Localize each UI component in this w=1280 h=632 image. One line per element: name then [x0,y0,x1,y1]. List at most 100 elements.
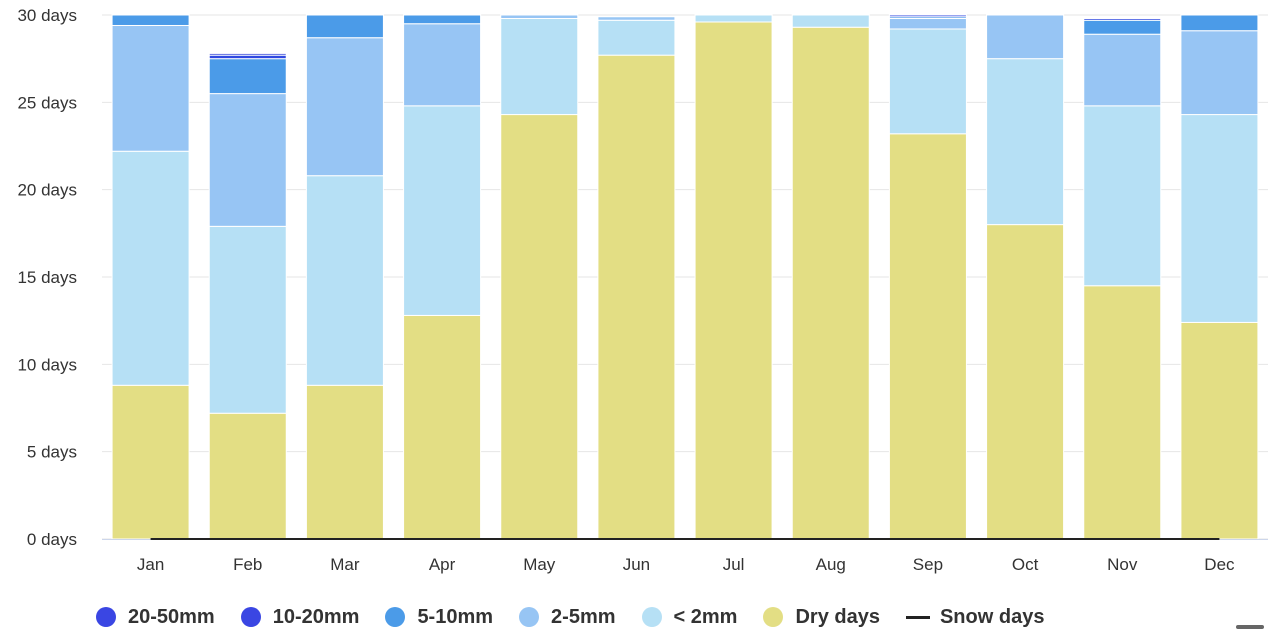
bar-dry-days[interactable] [1180,321,1259,540]
bar--2mm[interactable] [208,225,287,414]
bar-dry-days[interactable] [208,412,287,540]
legend-dot-symbol [240,607,261,627]
bar--2mm[interactable] [791,14,870,28]
y-tick-label: 25 days [17,93,77,112]
legend-item-10-20mm[interactable]: 10-20mm [240,605,360,629]
bar--2mm[interactable] [986,58,1065,226]
x-tick-label: Feb [233,555,262,574]
bar-dry-days[interactable] [403,314,482,540]
x-tick-label: Dec [1204,555,1235,574]
legend-label: Dry days [795,605,880,628]
bar-stack-feb[interactable] [208,52,287,540]
legend-label: Snow days [939,605,1045,628]
legend-item-2mm[interactable]: < 2mm [641,605,738,629]
bar-stack-oct[interactable] [986,14,1065,540]
bar-5-10mm[interactable] [305,14,384,39]
y-axis: 0 days 5 days 10 days 15 days 20 days 25 days… [17,6,77,549]
bar-dry-days[interactable] [888,133,967,540]
legend-label: < 2mm [673,605,738,628]
bar-dry-days[interactable] [111,384,190,540]
legend-dot-symbol [96,607,116,627]
legend-dot-symbol [385,607,406,627]
x-tick-label: Oct [1012,555,1039,574]
legend-dot-symbol [641,607,662,627]
legend-label: 5-10mm [417,605,494,628]
bar-2-5mm[interactable] [1180,30,1259,116]
bar-stack-may[interactable] [500,14,579,540]
bar-dry-days[interactable] [791,26,870,540]
bar--2mm[interactable] [111,150,190,386]
x-tick-label: Jan [137,555,164,574]
x-tick-label: Sep [913,555,943,574]
bar-dry-days[interactable] [500,114,579,540]
bar-5-10mm[interactable] [1180,14,1259,32]
y-tick-label: 30 days [17,6,77,25]
bar-stack-dec[interactable] [1180,14,1259,540]
y-tick-label: 5 days [27,443,77,462]
bar-20-50mm[interactable] [208,52,287,56]
bar-stack-mar[interactable] [305,14,384,540]
legend: 20-50mm 10-20mm 5-10mm 2-5mm < 2mm Dry days Sn… [96,603,1070,631]
bar--2mm[interactable] [694,14,773,23]
bar--2mm[interactable] [1083,105,1162,287]
bar-stack-jan[interactable] [111,14,190,540]
x-axis: Jan Feb Mar Apr May Jun Jul Aug Sep Oct Nov Dec [102,539,1268,574]
bar-2-5mm[interactable] [305,37,384,177]
legend-label: 10-20mm [272,605,360,628]
bar-stack-apr[interactable] [403,14,482,540]
x-tick-label: Mar [330,555,360,574]
legend-item-dry-days[interactable]: Dry days [763,606,880,629]
x-tick-label: Apr [429,555,456,574]
bar--2mm[interactable] [403,105,482,316]
bar-2-5mm[interactable] [888,17,967,30]
bar--2mm[interactable] [888,28,967,135]
x-tick-label: Nov [1107,555,1138,574]
bar-dry-days[interactable] [694,21,773,540]
legend-label: 2-5mm [551,605,616,628]
bar-5-10mm[interactable] [208,58,287,95]
legend-label: 20-50mm [128,605,215,628]
bar-5-10mm[interactable] [1083,19,1162,35]
legend-item-5-10mm[interactable]: 5-10mm [385,606,493,629]
bar-stack-sep[interactable] [888,14,967,540]
bar-stack-aug[interactable] [791,14,870,540]
legend-item-2-5mm[interactable]: 2-5mm [519,605,616,629]
chart-menu-button[interactable] [1236,625,1264,629]
y-tick-label: 20 days [17,181,77,200]
grid-lines [102,14,1268,540]
bar-stack-jun[interactable] [597,16,676,540]
bar-10-20mm[interactable] [888,14,967,18]
bar--2mm[interactable] [305,175,384,386]
bar-dry-days[interactable] [1083,285,1162,540]
x-tick-label: Jul [723,555,745,574]
bar-10-20mm[interactable] [1083,17,1162,21]
bar-2-5mm[interactable] [403,23,482,107]
legend-line-symbol [905,615,930,619]
bar-dry-days[interactable] [986,224,1065,540]
bar--2mm[interactable] [1180,114,1259,323]
bar-2-5mm[interactable] [208,93,287,227]
bar-2-5mm[interactable] [1083,33,1162,107]
bar-dry-days[interactable] [597,54,676,540]
y-tick-label: 15 days [17,268,77,287]
y-tick-label: 0 days [27,530,77,549]
bar-2-5mm[interactable] [111,24,190,152]
bar-dry-days[interactable] [305,384,384,540]
bar-5-10mm[interactable] [111,14,190,26]
bar-stack-jul[interactable] [694,14,773,540]
bar-5-10mm[interactable] [403,14,482,25]
bar-10-20mm[interactable] [208,54,287,60]
x-tick-label: Aug [816,555,846,574]
bar--2mm[interactable] [597,19,676,56]
y-tick-label: 10 days [17,355,77,374]
x-tick-label: Jun [623,555,650,574]
bar-stack-nov[interactable] [1083,17,1162,540]
legend-item-20-50mm[interactable]: 20-50mm [96,606,215,629]
x-tick-label: May [523,555,556,574]
bar-2-5mm[interactable] [986,14,1065,60]
bar-2-5mm[interactable] [500,14,579,19]
legend-item-snow-days[interactable]: Snow days [905,605,1045,629]
bar--2mm[interactable] [500,17,579,116]
bar-2-5mm[interactable] [597,16,676,21]
